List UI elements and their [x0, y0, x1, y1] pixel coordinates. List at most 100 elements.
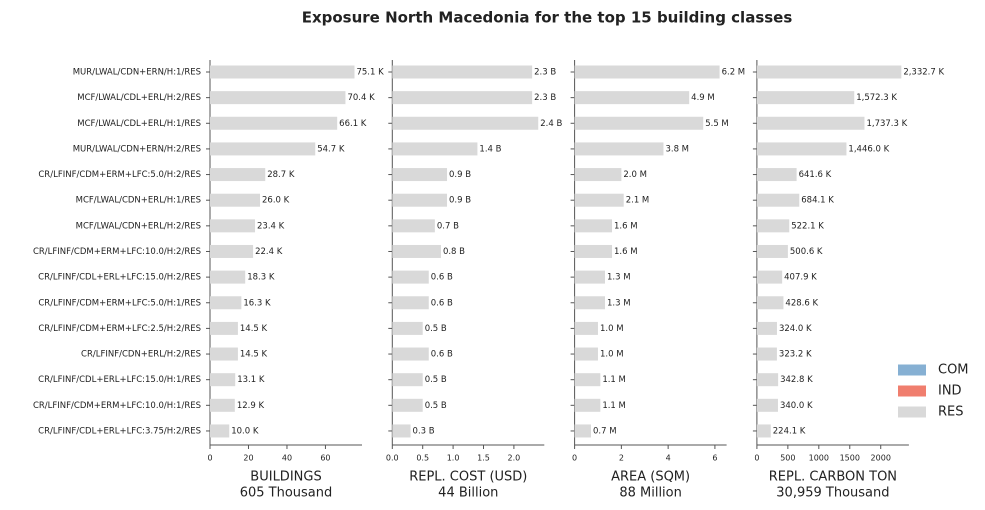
- bar: [210, 296, 242, 310]
- bar: [392, 91, 533, 105]
- value-label: 1.0 M: [600, 350, 624, 360]
- x-tick-label: 0: [207, 454, 212, 463]
- x-tick-label: 4: [666, 454, 671, 463]
- y-tick-label: CR/LFINF/CDM+ERM+LFC:5.0/H:2/RES: [38, 170, 201, 180]
- value-label: 407.9 K: [784, 273, 817, 283]
- value-label: 10.0 K: [231, 426, 259, 436]
- bar: [574, 244, 613, 258]
- x-tick-label: 1.0: [447, 454, 460, 463]
- bar: [574, 424, 591, 438]
- legend-swatch: [898, 406, 926, 418]
- y-tick-label: MCF/LWAL/CDL+ERL/H:1/RES: [77, 119, 201, 129]
- value-label: 1.4 B: [479, 144, 501, 154]
- bar: [756, 91, 855, 105]
- value-label: 1.3 M: [607, 298, 631, 308]
- x-axis-subtitle: 605 Thousand: [240, 486, 333, 501]
- x-tick-label: 500: [780, 454, 795, 463]
- bar: [574, 193, 624, 207]
- bar: [210, 347, 238, 361]
- value-label: 28.7 K: [267, 170, 295, 180]
- bar: [392, 244, 441, 258]
- value-label: 5.5 M: [705, 119, 729, 129]
- value-label: 1,446.0 K: [848, 144, 889, 154]
- value-label: 428.6 K: [785, 298, 818, 308]
- value-label: 0.8 B: [443, 247, 465, 257]
- bar: [756, 219, 790, 233]
- value-label: 22.4 K: [255, 247, 283, 257]
- value-label: 1.3 M: [607, 273, 631, 283]
- bar: [574, 270, 605, 284]
- bar: [574, 219, 613, 233]
- value-label: 340.0 K: [780, 401, 813, 411]
- value-label: 2,332.7 K: [903, 68, 944, 78]
- bar: [210, 373, 236, 387]
- y-tick-label: CR/LFINF/CDM+ERM+LFC:10.0/H:1/RES: [33, 401, 201, 411]
- y-tick-label: CR/LFINF/CDL+ERL+LFC:15.0/H:2/RES: [38, 273, 201, 283]
- value-label: 324.0 K: [779, 324, 812, 334]
- value-label: 2.0 M: [623, 170, 647, 180]
- bar: [574, 347, 598, 361]
- value-label: 684.1 K: [801, 196, 834, 206]
- value-label: 18.3 K: [247, 273, 275, 283]
- bar: [210, 321, 238, 335]
- x-axis-label: BUILDINGS: [250, 470, 321, 485]
- value-label: 26.0 K: [262, 196, 290, 206]
- bar: [210, 142, 316, 156]
- value-label: 4.9 M: [691, 93, 715, 103]
- bar: [210, 116, 338, 130]
- value-label: 0.9 B: [449, 170, 471, 180]
- bar: [392, 373, 423, 387]
- x-tick-label: 0.5: [416, 454, 429, 463]
- legend-label: IND: [938, 384, 962, 399]
- value-label: 1.1 M: [602, 401, 626, 411]
- bar: [392, 347, 429, 361]
- y-tick-label: CR/LFINF/CDL+ERL+LFC:15.0/H:1/RES: [38, 375, 201, 385]
- bar: [392, 65, 533, 79]
- bar: [756, 142, 847, 156]
- bar: [756, 347, 777, 361]
- bar: [210, 168, 266, 182]
- value-label: 1.0 M: [600, 324, 624, 334]
- y-tick-label: CR/LFINF/CDM+ERM+LFC:5.0/H:1/RES: [38, 298, 201, 308]
- x-tick-label: 1.5: [477, 454, 490, 463]
- value-label: 522.1 K: [791, 221, 824, 231]
- bar: [210, 219, 256, 233]
- legend-swatch: [898, 385, 926, 397]
- y-tick-label: MUR/LWAL/CDN+ERN/H:1/RES: [73, 68, 201, 78]
- value-label: 342.8 K: [780, 375, 813, 385]
- bar: [210, 398, 235, 412]
- value-label: 323.2 K: [779, 350, 812, 360]
- value-label: 0.9 B: [449, 196, 471, 206]
- y-tick-label: CR/LFINF/CDM+ERM+LFC:2.5/H:2/RES: [38, 324, 201, 334]
- value-label: 2.3 B: [534, 93, 556, 103]
- value-label: 1.6 M: [614, 221, 638, 231]
- bar: [392, 142, 478, 156]
- x-tick-label: 2.0: [508, 454, 521, 463]
- x-tick-label: 1000: [809, 454, 829, 463]
- x-axis-subtitle: 88 Million: [619, 486, 682, 501]
- value-label: 224.1 K: [773, 426, 806, 436]
- value-label: 3.8 M: [665, 144, 689, 154]
- bar: [210, 91, 346, 105]
- value-label: 75.1 K: [356, 68, 384, 78]
- bar: [756, 168, 797, 182]
- bar: [574, 373, 601, 387]
- x-axis-subtitle: 30,959 Thousand: [776, 486, 889, 501]
- bar: [574, 321, 598, 335]
- value-label: 2.1 M: [626, 196, 650, 206]
- x-axis-label: REPL. CARBON TON: [769, 470, 897, 485]
- value-label: 2.4 B: [540, 119, 562, 129]
- y-tick-label: CR/LFINF/CDN+ERL/H:2/RES: [81, 350, 201, 360]
- value-label: 0.6 B: [431, 298, 453, 308]
- value-label: 16.3 K: [243, 298, 271, 308]
- value-label: 66.1 K: [339, 119, 367, 129]
- value-label: 13.1 K: [237, 375, 265, 385]
- x-axis-label: REPL. COST (USD): [409, 470, 527, 485]
- bar: [574, 65, 720, 79]
- value-label: 0.6 B: [431, 273, 453, 283]
- legend-label: COM: [938, 363, 969, 378]
- bar: [210, 244, 254, 258]
- value-label: 0.3 B: [413, 426, 435, 436]
- bar: [756, 244, 788, 258]
